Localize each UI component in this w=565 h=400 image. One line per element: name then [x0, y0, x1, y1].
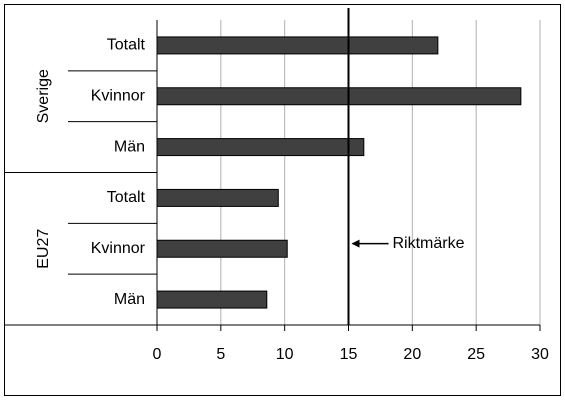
- bar: [156, 290, 268, 309]
- annotation: Riktmärke: [393, 235, 465, 252]
- y-tick-label: Män: [114, 291, 145, 308]
- x-tick-label: 10: [276, 346, 294, 363]
- x-tick-label: 30: [531, 346, 549, 363]
- bar: [156, 36, 439, 55]
- x-tick-label: 15: [340, 346, 358, 363]
- y-tick-label: Män: [114, 138, 145, 155]
- chart-frame: [4, 4, 561, 396]
- group-label: EU27: [35, 229, 52, 269]
- x-tick-label: 20: [403, 346, 421, 363]
- y-tick-label: Totalt: [107, 37, 146, 54]
- bar: [156, 239, 288, 258]
- y-tick-label: Totalt: [107, 189, 146, 206]
- bar: [156, 87, 522, 106]
- x-tick-label: 5: [216, 346, 225, 363]
- x-tick-label: 0: [153, 346, 162, 363]
- annotation-arrowhead: [351, 239, 360, 248]
- group-label: Sverige: [35, 69, 52, 123]
- y-tick-label: Kvinnor: [91, 87, 146, 104]
- x-tick-label: 25: [467, 346, 485, 363]
- bar: [156, 188, 279, 207]
- bar: [156, 138, 365, 157]
- y-tick-label: Kvinnor: [91, 240, 146, 257]
